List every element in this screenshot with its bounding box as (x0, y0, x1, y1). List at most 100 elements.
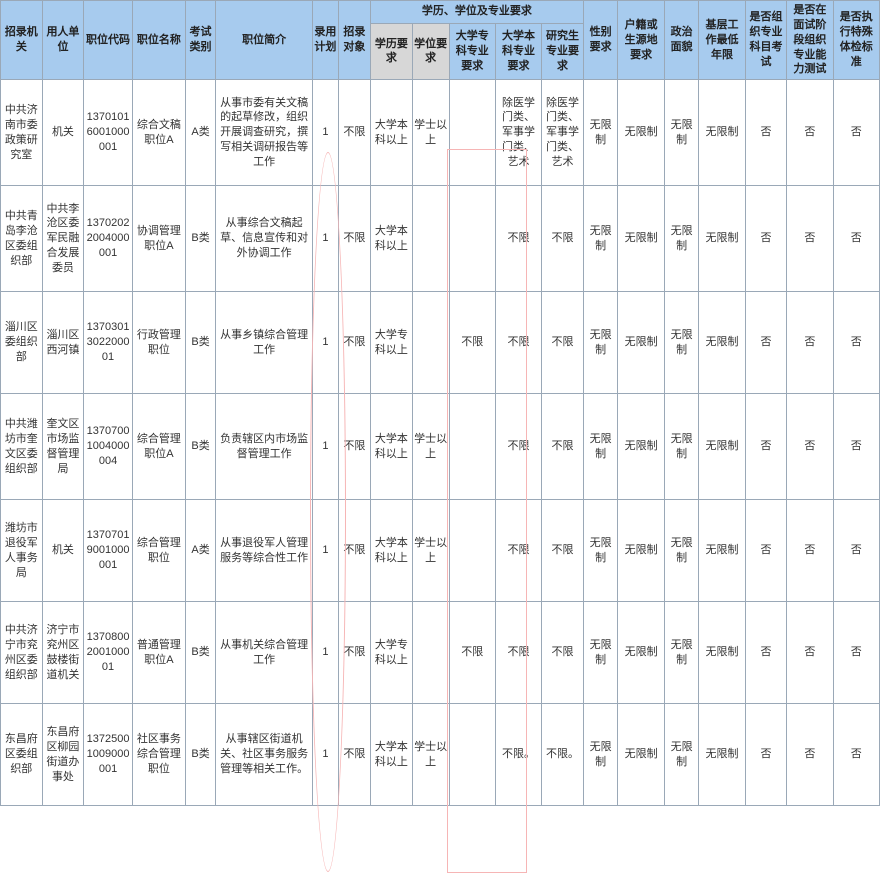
cell-spec1: 不限 (449, 292, 495, 394)
cell-exam: B类 (186, 704, 216, 806)
cell-poli: 无限制 (664, 186, 699, 292)
cell-org: 淄川区委组织部 (1, 292, 43, 394)
cell-sex: 无限制 (583, 80, 618, 186)
cell-body: 否 (833, 394, 879, 500)
cell-hukou: 无限制 (618, 394, 664, 500)
cell-org: 中共济南市委政策研究室 (1, 80, 43, 186)
cell-unit: 东昌府区柳园街道办事处 (42, 704, 84, 806)
cell-plan: 1 (313, 394, 338, 500)
cell-desc: 从事乡镇综合管理工作 (216, 292, 313, 394)
cell-inter: 否 (787, 80, 833, 186)
col-org: 招录机关 (1, 1, 43, 80)
cell-desc: 从事机关综合管理工作 (216, 602, 313, 704)
cell-org: 东昌府区委组织部 (1, 704, 43, 806)
cell-edu: 大学专科以上 (371, 292, 413, 394)
cell-unit: 机关 (42, 500, 84, 602)
recruitment-table: 招录机关 用人单位 职位代码 职位名称 考试类别 职位简介 录用计划 招录对象 … (0, 0, 880, 806)
cell-inter: 否 (787, 394, 833, 500)
cell-deg: 学士以上 (412, 704, 449, 806)
cell-spec1 (449, 704, 495, 806)
cell-desc: 从事市委有关文稿的起草修改，组织开展调查研究，撰写相关调研报告等工作 (216, 80, 313, 186)
cell-grad: 不限 (542, 602, 584, 704)
cell-spec2: 不限 (495, 394, 541, 500)
cell-spec1 (449, 186, 495, 292)
cell-org: 中共济宁市兖州区委组织部 (1, 602, 43, 704)
col-inter: 是否在面试阶段组织专业能力测试 (787, 1, 833, 80)
cell-hukou: 无限制 (618, 704, 664, 806)
cell-plan: 1 (313, 292, 338, 394)
col-body: 是否执行特殊体检标准 (833, 1, 879, 80)
cell-edu: 大学本科以上 (371, 500, 413, 602)
cell-pname: 行政管理职位 (132, 292, 185, 394)
cell-inter: 否 (787, 704, 833, 806)
cell-exam: A类 (186, 500, 216, 602)
cell-sex: 无限制 (583, 602, 618, 704)
cell-years: 无限制 (699, 500, 745, 602)
cell-hukou: 无限制 (618, 292, 664, 394)
cell-spec1 (449, 80, 495, 186)
col-grad: 研究生专业要求 (542, 23, 584, 80)
cell-plan: 1 (313, 602, 338, 704)
cell-body: 否 (833, 500, 879, 602)
cell-pname: 社区事务综合管理职位 (132, 704, 185, 806)
cell-deg (412, 602, 449, 704)
cell-plan: 1 (313, 704, 338, 806)
cell-spec2: 不限 (495, 186, 541, 292)
cell-unit: 中共李沧区委军民融合发展委员 (42, 186, 84, 292)
cell-spec1 (449, 394, 495, 500)
cell-edu: 大学本科以上 (371, 80, 413, 186)
cell-pname: 综合管理职位 (132, 500, 185, 602)
table-row: 东昌府区委组织部东昌府区柳园街道办事处13725001009000001社区事务… (1, 704, 880, 806)
cell-exam2: 否 (745, 704, 787, 806)
cell-sex: 无限制 (583, 292, 618, 394)
cell-body: 否 (833, 186, 879, 292)
col-deg: 学位要求 (412, 23, 449, 80)
col-edu: 学历要求 (371, 23, 413, 80)
cell-poli: 无限制 (664, 80, 699, 186)
cell-grad: 不限。 (542, 704, 584, 806)
cell-years: 无限制 (699, 394, 745, 500)
col-spec1: 大学专科专业要求 (449, 23, 495, 80)
cell-exam: B类 (186, 394, 216, 500)
cell-unit: 济宁市兖州区鼓楼街道机关 (42, 602, 84, 704)
cell-years: 无限制 (699, 186, 745, 292)
cell-exam: B类 (186, 602, 216, 704)
cell-body: 否 (833, 602, 879, 704)
table-row: 中共济南市委政策研究室机关13701016001000001综合文稿职位AA类从… (1, 80, 880, 186)
cell-pname: 普通管理职位A (132, 602, 185, 704)
cell-deg (412, 186, 449, 292)
cell-hukou: 无限制 (618, 500, 664, 602)
cell-target: 不限 (338, 500, 370, 602)
col-desc: 职位简介 (216, 1, 313, 80)
cell-exam2: 否 (745, 80, 787, 186)
cell-poli: 无限制 (664, 292, 699, 394)
cell-inter: 否 (787, 186, 833, 292)
cell-code: 1370301302200001 (84, 292, 133, 394)
cell-hukou: 无限制 (618, 186, 664, 292)
cell-sex: 无限制 (583, 704, 618, 806)
table-row: 中共济宁市兖州区委组织部济宁市兖州区鼓楼街道机关1370800200100001… (1, 602, 880, 704)
cell-body: 否 (833, 80, 879, 186)
cell-spec2: 不限。 (495, 704, 541, 806)
table-header: 招录机关 用人单位 职位代码 职位名称 考试类别 职位简介 录用计划 招录对象 … (1, 1, 880, 80)
cell-desc: 从事辖区街道机关、社区事务服务管理等相关工作。 (216, 704, 313, 806)
cell-grad: 不限 (542, 500, 584, 602)
cell-inter: 否 (787, 500, 833, 602)
cell-inter: 否 (787, 602, 833, 704)
cell-code: 13701016001000001 (84, 80, 133, 186)
cell-hukou: 无限制 (618, 602, 664, 704)
cell-years: 无限制 (699, 80, 745, 186)
table-body: 中共济南市委政策研究室机关13701016001000001综合文稿职位AA类从… (1, 80, 880, 806)
cell-exam: B类 (186, 186, 216, 292)
col-unit: 用人单位 (42, 1, 84, 80)
cell-years: 无限制 (699, 704, 745, 806)
cell-target: 不限 (338, 394, 370, 500)
cell-pname: 综合文稿职位A (132, 80, 185, 186)
cell-spec1: 不限 (449, 602, 495, 704)
cell-sex: 无限制 (583, 500, 618, 602)
cell-years: 无限制 (699, 292, 745, 394)
cell-spec2: 不限 (495, 292, 541, 394)
cell-pname: 协调管理职位A (132, 186, 185, 292)
cell-desc: 从事综合文稿起草、信息宣传和对外协调工作 (216, 186, 313, 292)
cell-poli: 无限制 (664, 704, 699, 806)
